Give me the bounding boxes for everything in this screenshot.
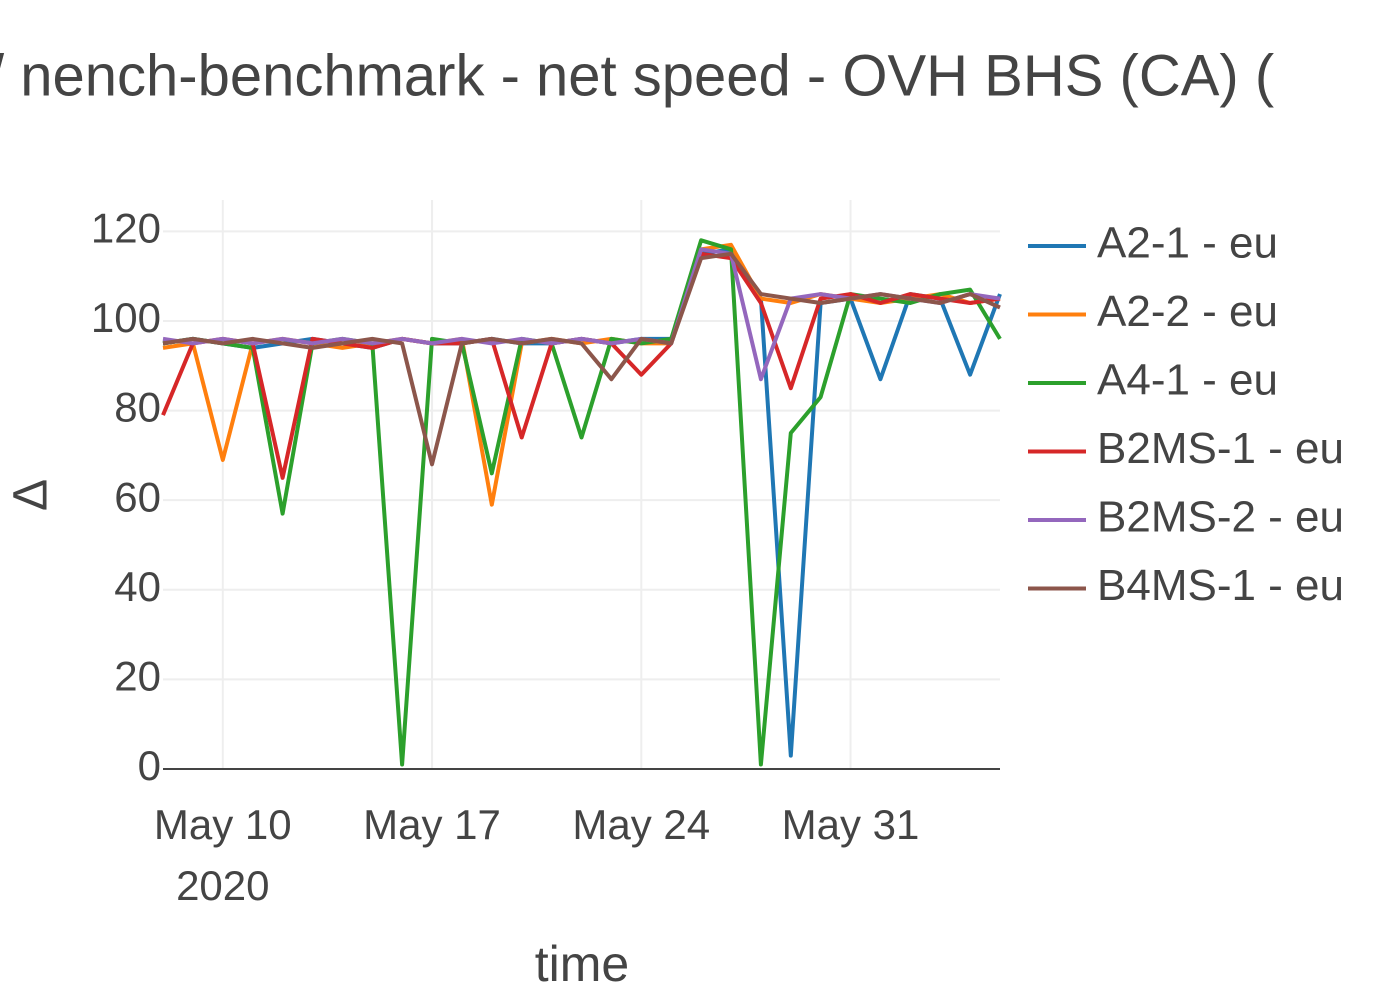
legend-label: A4-1 - eu xyxy=(1097,356,1278,405)
y-tick-label: 80 xyxy=(114,384,161,431)
legend-label: B2MS-2 - eu xyxy=(1097,493,1344,542)
x-tick-label: May 31 xyxy=(782,801,920,848)
y-tick-label: 120 xyxy=(91,204,161,251)
series-line xyxy=(162,238,1002,767)
y-tick-label: 0 xyxy=(138,742,161,789)
y-tick-label: 20 xyxy=(114,652,161,699)
legend-label: B4MS-1 - eu xyxy=(1097,561,1344,610)
legend-label: B2MS-1 - eu xyxy=(1097,424,1344,473)
series-line xyxy=(162,242,1001,507)
legend-label: A2-2 - eu xyxy=(1097,287,1278,336)
legend-label: A2-1 - eu xyxy=(1097,219,1278,268)
y-axis-title: Δ xyxy=(5,479,58,511)
y-tick-label: 40 xyxy=(114,563,161,610)
y-tick-label: 100 xyxy=(91,294,161,341)
series-line xyxy=(162,251,1001,467)
x-tick-label: May 24 xyxy=(572,801,710,848)
chart-title: / nench-benchmark - net speed - OVH BHS … xyxy=(0,43,1274,108)
x-axis-title: time xyxy=(535,936,629,992)
y-tick-label: 60 xyxy=(114,473,161,520)
x-tick-label: May 10 2020 xyxy=(154,801,292,909)
x-tick-label: May 17 xyxy=(363,801,501,848)
